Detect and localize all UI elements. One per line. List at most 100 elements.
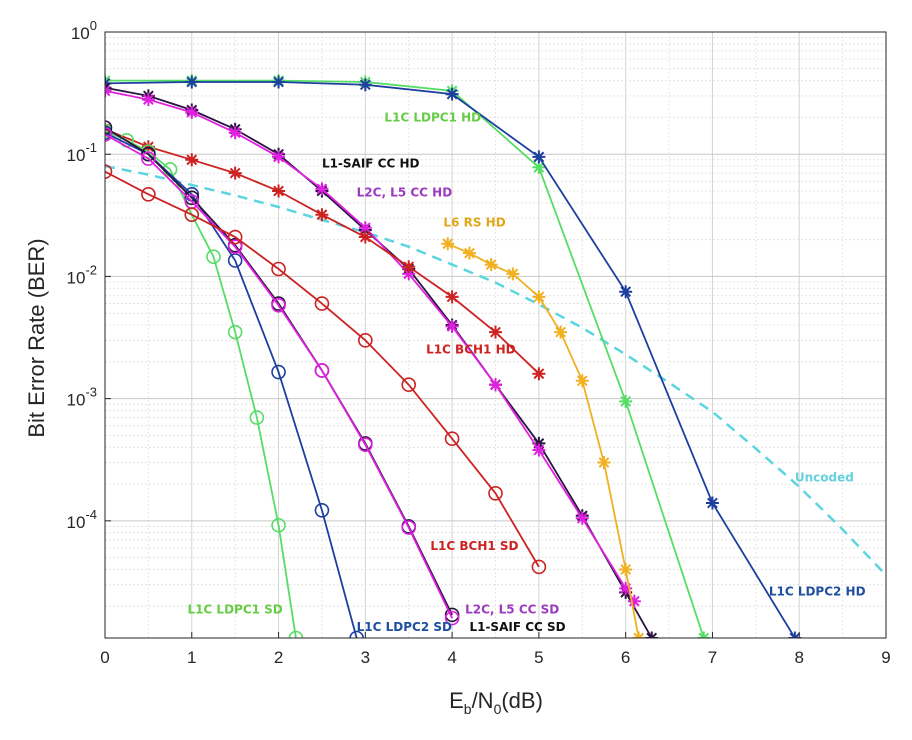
series-annotation: L1C LDPC2 HD xyxy=(769,584,866,598)
data-point-l1c-ldpc1-sd xyxy=(249,410,265,425)
data-point-l6-rs-hd xyxy=(532,290,546,304)
data-point-l1-saif-cc-hd xyxy=(532,436,546,450)
x-axis-label: Eb/N0(dB) xyxy=(449,688,543,717)
data-point-l1c-ldpc2-hd xyxy=(272,75,286,89)
series-layer xyxy=(105,74,886,638)
data-point-l2c-l5-cc-hd xyxy=(315,182,329,196)
data-point-l2c-l5-cc-sd xyxy=(444,610,460,626)
data-point-l2c-l5-cc-hd xyxy=(272,150,286,164)
data-point-l6-rs-hd xyxy=(619,562,633,576)
data-point-l2c-l5-cc-hd xyxy=(228,126,242,140)
data-point-l1c-ldpc2-hd xyxy=(619,285,633,299)
data-point-l1c-bch1-hd xyxy=(402,260,416,274)
data-point-l1c-ldpc2-hd xyxy=(532,150,546,164)
data-point-l1c-ldpc1-sd xyxy=(288,630,304,638)
data-point-l1c-bch1-sd xyxy=(358,333,373,348)
data-point-l2c-l5-cc-sd xyxy=(314,363,330,378)
y-tick-label: 100 xyxy=(71,18,97,43)
data-point-l1c-bch1-sd xyxy=(401,377,417,393)
series-line-l1c-ldpc1-sd xyxy=(105,130,297,638)
data-point-l1c-bch1-hd xyxy=(272,184,286,198)
data-point-l1c-bch1-sd xyxy=(488,486,503,501)
x-tick-label: 9 xyxy=(881,648,890,667)
data-point-l6-rs-hd xyxy=(484,258,498,272)
x-tick-label: 7 xyxy=(708,648,717,667)
data-point-l2c-l5-cc-hd xyxy=(627,594,641,608)
x-tick-label: 3 xyxy=(361,648,370,667)
data-point-l1c-bch1-sd xyxy=(184,207,200,222)
data-point-l2c-l5-cc-hd xyxy=(532,443,546,457)
data-point-l2c-l5-cc-sd xyxy=(141,151,156,166)
series-annotation: L6 RS HD xyxy=(443,216,505,230)
data-point-l1c-bch1-sd xyxy=(444,431,460,447)
series-annotation: L1-SAIF CC HD xyxy=(322,156,420,170)
data-point-l6-rs-hd xyxy=(441,237,455,251)
series-line-l2c-l5-cc-sd xyxy=(105,133,453,619)
grid xyxy=(104,31,887,638)
data-point-l1c-bch1-sd xyxy=(271,261,286,277)
series-group xyxy=(105,74,886,638)
data-point-l1c-bch1-hd xyxy=(532,367,546,381)
series-annotation: L1C LDPC1 HD xyxy=(384,111,481,125)
data-point-l2c-l5-cc-sd xyxy=(401,520,417,535)
x-tick-label: 4 xyxy=(447,648,456,667)
data-point-l1c-bch1-hd xyxy=(358,230,372,244)
data-point-l1c-ldpc2-sd xyxy=(271,364,286,380)
series-line-l1-saif-cc-hd xyxy=(105,86,653,638)
x-tick-label: 2 xyxy=(274,648,283,667)
x-tick-label: 8 xyxy=(794,648,803,667)
data-point-l2c-l5-cc-hd xyxy=(402,267,416,281)
data-point-l2c-l5-cc-sd xyxy=(358,437,373,452)
data-point-l2c-l5-cc-sd xyxy=(271,298,286,313)
data-point-l1c-bch1-sd xyxy=(531,559,547,575)
data-point-l1c-bch1-sd xyxy=(227,229,243,245)
data-point-l1c-bch1-hd xyxy=(185,153,199,167)
data-point-l2c-l5-cc-hd xyxy=(141,93,155,107)
data-point-l6-rs-hd xyxy=(597,456,611,470)
series-annotation: L1C BCH1 SD xyxy=(430,539,518,553)
data-point-l1-saif-cc-sd xyxy=(184,190,200,206)
data-point-l1c-ldpc2-sd xyxy=(349,630,364,638)
data-point-l1c-bch1-sd xyxy=(141,186,156,202)
data-point-l1c-ldpc2-hd xyxy=(705,496,719,510)
y-axis-label: Bit Error Rate (BER) xyxy=(24,238,49,437)
data-point-l1c-bch1-hd xyxy=(445,290,459,304)
series-line-uncoded xyxy=(105,164,886,576)
series-line-l1c-bch1-sd xyxy=(105,170,540,568)
data-point-l1c-ldpc1-hd xyxy=(532,160,546,174)
data-point-l1c-bch1-sd xyxy=(314,296,330,311)
data-point-l1c-ldpc2-hd xyxy=(445,87,459,101)
plot-frame xyxy=(104,31,887,639)
data-point-l2c-l5-cc-hd xyxy=(185,105,199,119)
data-point-l1c-bch1-sd xyxy=(105,164,113,179)
data-point-l1c-bch1-hd xyxy=(141,140,155,154)
data-point-l2c-l5-cc-sd xyxy=(105,127,113,142)
data-point-l6-rs-hd xyxy=(506,267,520,281)
x-tick-label: 1 xyxy=(187,648,196,667)
data-point-l6-rs-hd xyxy=(462,246,476,260)
data-point-l1c-ldpc1-hd xyxy=(619,394,633,408)
data-point-l1c-ldpc2-sd xyxy=(314,502,330,518)
y-tick-label: 10-2 xyxy=(67,262,97,287)
data-point-l1c-bch1-hd xyxy=(489,325,502,339)
data-point-l6-rs-hd xyxy=(554,325,568,339)
data-point-l2c-l5-cc-hd xyxy=(358,221,372,235)
series-annotation: L1C LDPC1 SD xyxy=(187,602,282,616)
series-line-l1c-ldpc1-hd xyxy=(105,79,705,638)
data-point-l2c-l5-cc-hd xyxy=(489,378,502,392)
annotations: L1C LDPC1 HD L1-SAIF CC HD L2C, L5 CC HD L6… xyxy=(187,111,865,635)
series-annotation: L1C LDPC2 SD xyxy=(357,620,452,634)
data-point-l2c-l5-cc-hd xyxy=(619,581,633,595)
series-annotation: L1-SAIF CC SD xyxy=(469,620,565,634)
x-tick-label: 0 xyxy=(100,648,109,667)
data-point-l2c-l5-cc-sd xyxy=(227,239,243,255)
data-point-l1c-ldpc2-hd xyxy=(358,78,372,92)
data-point-l2c-l5-cc-hd xyxy=(575,511,589,525)
series-annotation: Uncoded xyxy=(795,470,854,484)
data-point-l1-saif-cc-sd xyxy=(105,120,113,135)
data-point-l1c-bch1-hd xyxy=(315,208,329,222)
data-point-l1c-ldpc2-hd xyxy=(185,75,199,89)
y-tick-label: 10-4 xyxy=(67,507,97,532)
